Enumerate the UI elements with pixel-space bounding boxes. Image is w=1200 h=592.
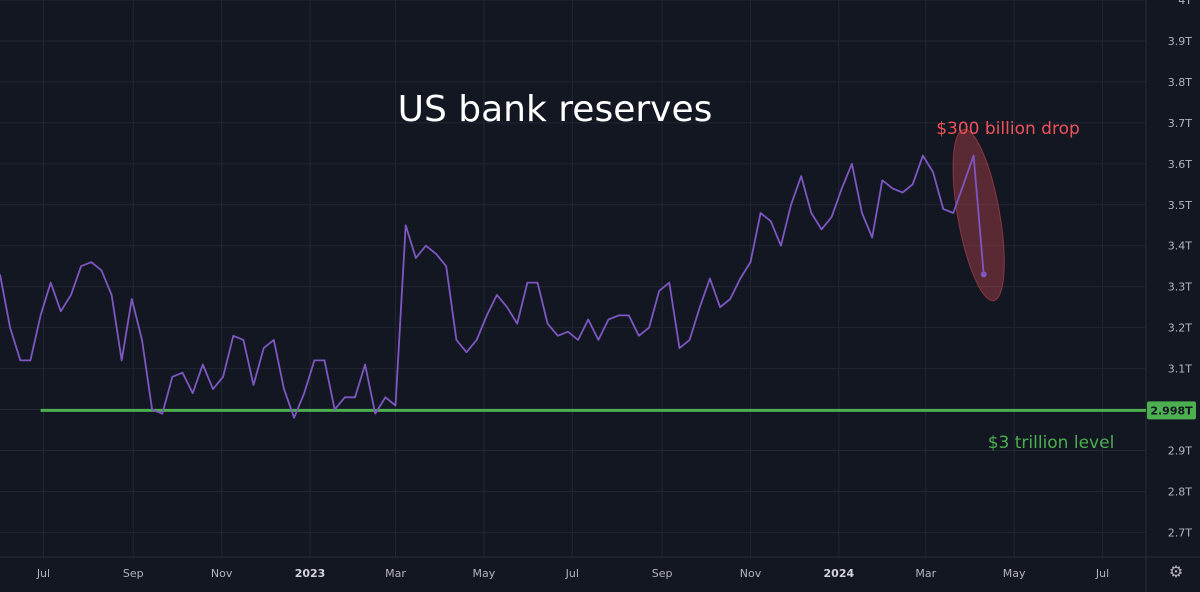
y-tick-label: 3.1T	[1168, 363, 1192, 376]
y-tick-label: 3.3T	[1168, 281, 1192, 294]
y-tick-label: 3.8T	[1168, 76, 1192, 89]
x-tick-label: 2023	[295, 567, 326, 580]
y-tick-label: 2.9T	[1168, 445, 1192, 458]
x-tick-label: Jul	[565, 567, 579, 580]
y-tick-label: 2.7T	[1168, 526, 1192, 539]
y-tick-label: 3.9T	[1168, 35, 1192, 48]
x-tick-label: Jul	[1095, 567, 1109, 580]
x-tick-label: Jul	[36, 567, 50, 580]
y-tick-label: 4T	[1178, 0, 1192, 7]
last-point-marker	[980, 271, 987, 278]
y-tick-label: 3.6T	[1168, 158, 1192, 171]
annotation-drop: $300 billion drop	[936, 119, 1080, 139]
series-layer	[0, 154, 987, 419]
x-tick-label: Sep	[652, 567, 673, 580]
reference-layer: 2.998T	[40, 401, 1196, 420]
gear-icon[interactable]: ⚙	[1168, 562, 1184, 581]
grid	[0, 0, 1146, 557]
y-tick-label: 3.2T	[1168, 322, 1192, 335]
y-tick-label: 2.8T	[1168, 485, 1192, 498]
reference-badge	[1147, 401, 1196, 420]
annotation-level: $3 trillion level	[988, 433, 1115, 453]
y-tick-label: 3.5T	[1168, 199, 1192, 212]
y-tick-label: 3.4T	[1168, 240, 1192, 253]
x-tick-label: May	[473, 567, 496, 580]
chart-title: US bank reserves	[398, 89, 713, 130]
x-tick-label: May	[1003, 567, 1026, 580]
series-line	[0, 154, 985, 419]
x-tick-label: Sep	[123, 567, 144, 580]
x-tick-label: Mar	[385, 567, 406, 580]
x-tick-label: Nov	[740, 567, 762, 580]
x-tick-label: Nov	[211, 567, 233, 580]
reference-badge-label: 2.998T	[1150, 404, 1193, 417]
x-tick-label: 2024	[824, 567, 855, 580]
y-tick-label: 3.7T	[1168, 117, 1192, 130]
x-tick-label: Mar	[915, 567, 936, 580]
